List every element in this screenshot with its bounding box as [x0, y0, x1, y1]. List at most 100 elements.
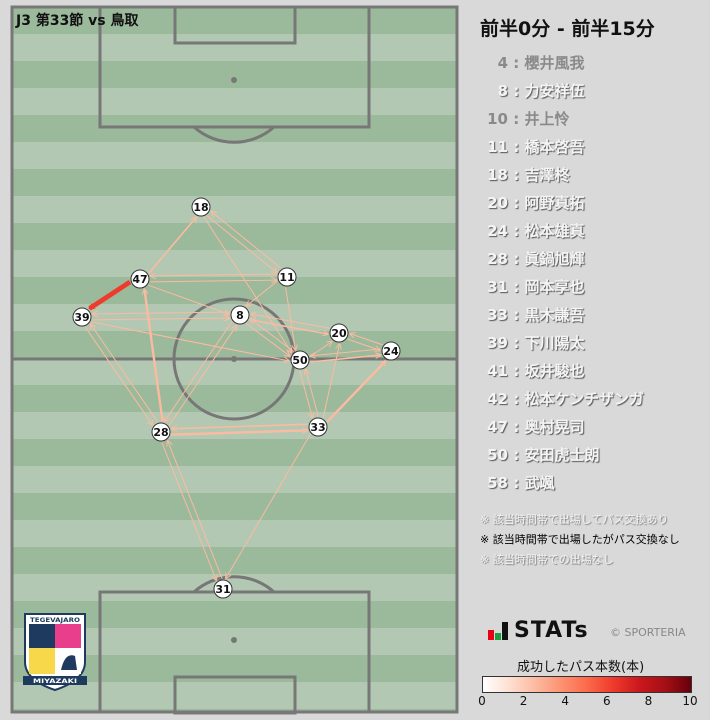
player-item: 41 : 坂井駿也 [478, 360, 644, 388]
pass-arrow-8-50 [245, 322, 289, 355]
pitch-stripe [12, 682, 457, 709]
pitch-stripe [12, 169, 457, 196]
player-node-label: 28 [153, 426, 168, 439]
player-number: 8 [497, 82, 508, 100]
pass-arrow-47-11 [150, 280, 276, 282]
player-node-8[interactable]: 8 [230, 305, 250, 325]
player-node-label: 50 [292, 354, 308, 367]
pitch-stripe [12, 223, 457, 250]
pass-arrow-39-50 [91, 321, 288, 361]
player-item: 18 : 吉澤柊 [478, 164, 644, 192]
copyright: © SPORTERIA [610, 626, 686, 639]
player-node-39[interactable]: 39 [72, 307, 92, 327]
player-node-label: 31 [215, 583, 230, 596]
colorbar-tick: 10 [682, 694, 698, 708]
player-item: 20 : 阿野真拓 [478, 192, 644, 220]
player-name: 櫻井風我 [524, 54, 585, 72]
pass-arrow-33-50 [306, 370, 319, 417]
colorbar-tick: 8 [644, 694, 653, 708]
pitch-stripe [12, 88, 457, 115]
pitch-stripe [12, 385, 457, 412]
player-name: 黒木謙吾 [524, 306, 585, 324]
pass-arrow-33-24 [326, 361, 385, 423]
pass-arrow-20-24 [347, 338, 379, 350]
pass-arrow-33-31 [226, 433, 311, 578]
pass-arrow-11-18 [211, 212, 282, 269]
pass-arrow-33-20 [322, 344, 339, 419]
pass-arrow-8-39 [93, 312, 230, 314]
pass-arrow-28-39 [91, 324, 159, 423]
player-item: 47 : 奥村晃司 [478, 416, 644, 444]
note-not-played: ※ 該当時間帯での出場なし [480, 553, 614, 566]
player-item: 24 : 松本雄真 [478, 220, 644, 248]
pass-arrow-18-11 [206, 215, 277, 273]
player-item: 39 : 下川陽太 [478, 332, 644, 360]
player-item: 58 : 武颯 [478, 472, 644, 500]
pass-arrow-28-31 [161, 442, 216, 579]
player-node-33[interactable]: 33 [308, 417, 328, 437]
player-node-28[interactable]: 28 [151, 422, 171, 442]
pass-arrow-47-8 [148, 284, 228, 314]
pitch-stripe [12, 412, 457, 439]
pass-arrow-11-47 [151, 274, 277, 276]
player-item: 31 : 岡本享也 [478, 276, 644, 304]
pitch-stripe [12, 358, 457, 385]
player-node-50[interactable]: 50 [290, 350, 310, 370]
player-name: 岡本享也 [524, 278, 585, 296]
player-number: 18 [487, 166, 508, 184]
pitch-stripe [12, 196, 457, 223]
pitch-stripe [12, 34, 457, 61]
period-label: 前半0分 - 前半15分 [480, 18, 655, 40]
player-node-24[interactable]: 24 [381, 341, 401, 361]
crest-text-top: TEGEVAJARO [30, 617, 80, 624]
player-node-31[interactable]: 31 [213, 579, 233, 599]
pass-arrow-28-33 [171, 430, 307, 436]
pitch-stripe [12, 439, 457, 466]
stats-logo-icon [488, 621, 508, 640]
pass-arrow-28-47 [144, 289, 164, 422]
player-node-18[interactable]: 18 [191, 197, 211, 217]
pitch-stripe [12, 61, 457, 88]
pitch-stripe [12, 520, 457, 547]
player-node-11[interactable]: 11 [277, 267, 297, 287]
player-node-47[interactable]: 47 [130, 269, 150, 289]
pass-arrow-50-8 [251, 319, 295, 353]
pitch-stripe [12, 142, 457, 169]
pass-arrow-31-28 [168, 441, 223, 579]
pitch-stripe [12, 7, 457, 34]
pass-arrow-11-50 [285, 287, 296, 349]
stats-brand: STATs [514, 618, 589, 643]
player-item: 10 : 井上怜 [478, 108, 644, 136]
player-name: 吉澤柊 [524, 166, 570, 184]
player-number: 24 [487, 222, 508, 240]
player-item: 4 : 櫻井風我 [478, 52, 644, 80]
note-passed: ※ 該当時間帯で出場してパス交換あり [480, 513, 669, 526]
player-name: 松本雄真 [524, 222, 585, 240]
player-item: 11 : 橋本啓吾 [478, 136, 644, 164]
player-name: 奥村晃司 [524, 418, 585, 436]
player-node-label: 33 [310, 421, 325, 434]
player-name: 力安祥伍 [524, 82, 585, 100]
pass-arrow-47-39 [90, 279, 132, 311]
player-number: 31 [487, 278, 508, 296]
pass-arrow-18-50 [203, 216, 292, 352]
stats-logo: STATs [488, 618, 589, 643]
player-number: 58 [487, 474, 508, 492]
player-name: 安田虎士朗 [524, 446, 600, 464]
pitch-stripe [12, 601, 457, 628]
player-number: 50 [487, 446, 508, 464]
pass-arrow-39-8 [92, 318, 229, 320]
note-no-pass: ※ 該当時間帯で出場したがパス交換なし [480, 533, 680, 546]
player-node-20[interactable]: 20 [329, 323, 349, 343]
colorbar-tick: 4 [561, 694, 569, 708]
player-number: 41 [487, 362, 508, 380]
pass-arrow-33-28 [172, 423, 308, 428]
player-number: 39 [487, 334, 508, 352]
player-number: 33 [487, 306, 508, 324]
pass-arrow-47-18 [148, 217, 196, 274]
pitch: 18 47 11 39 8 20 50 24 28 33 31 TEGEVAJARO MIYAZAK… [10, 5, 459, 715]
team-crest: TEGEVAJARO MIYAZAKI [23, 613, 87, 692]
player-number: 28 [487, 250, 508, 268]
player-node-label: 8 [236, 309, 244, 322]
player-node-label: 39 [74, 311, 89, 324]
